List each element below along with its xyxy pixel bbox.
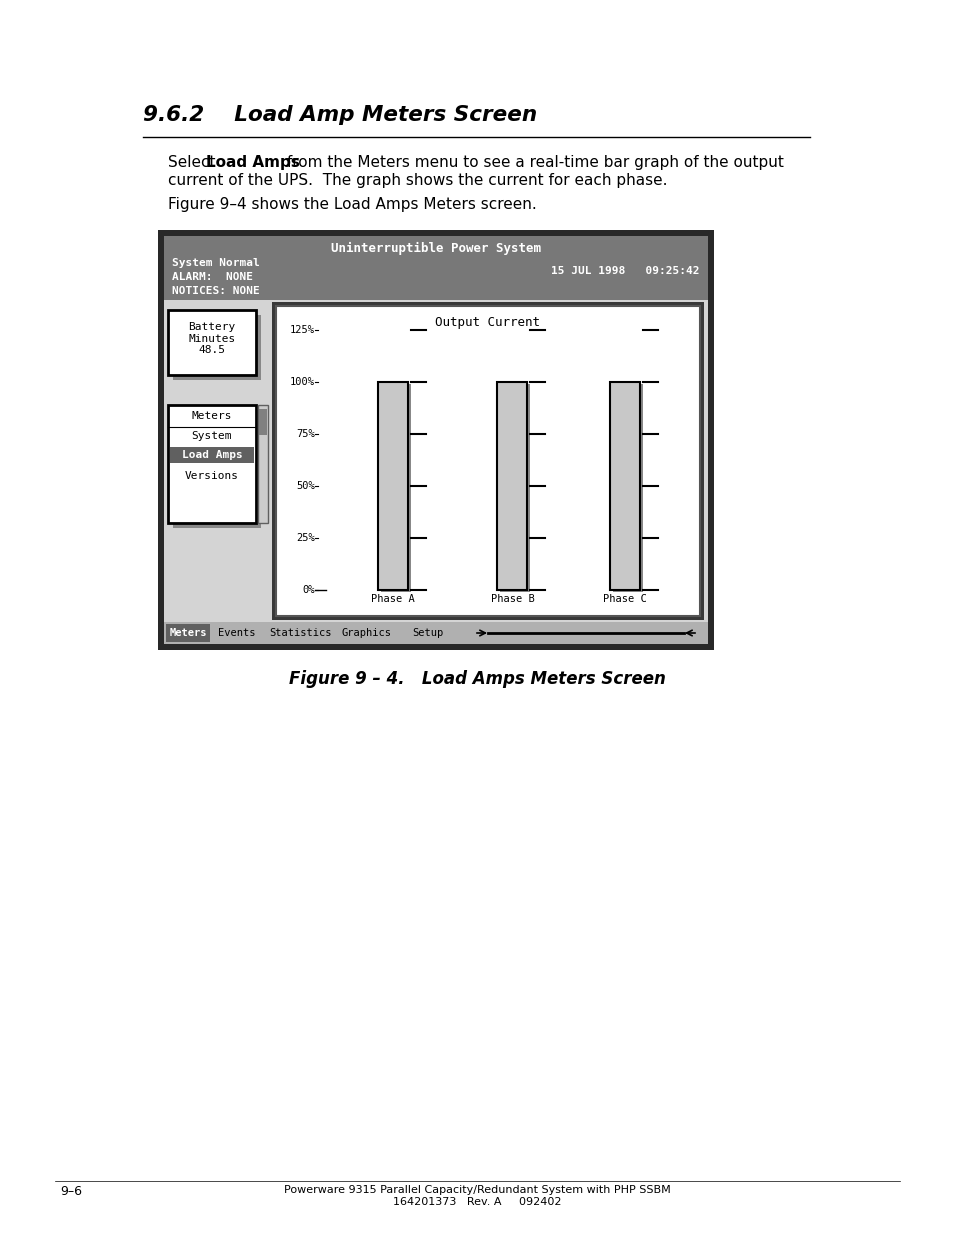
Bar	[164, 236, 707, 643]
Text: Phase B: Phase B	[490, 594, 534, 604]
Bar	[377, 382, 407, 590]
Bar	[258, 409, 267, 435]
Text: Setup: Setup	[412, 629, 443, 638]
Text: 125%: 125%	[290, 325, 314, 335]
Bar	[500, 384, 530, 592]
Text: 25%: 25%	[296, 534, 314, 543]
Bar	[172, 315, 261, 380]
Bar	[609, 382, 639, 590]
Text: Figure 9 – 4.   Load Amps Meters Screen: Figure 9 – 4. Load Amps Meters Screen	[288, 671, 665, 688]
Text: 0%: 0%	[302, 585, 314, 595]
Bar	[168, 310, 255, 375]
Text: Meters: Meters	[192, 411, 232, 421]
Text: current of the UPS.  The graph shows the current for each phase.: current of the UPS. The graph shows the …	[168, 173, 667, 188]
Bar	[164, 236, 707, 300]
Text: ALARM:  NONE: ALARM: NONE	[172, 272, 253, 282]
Text: NOTICES: NONE: NOTICES: NONE	[172, 287, 259, 296]
Bar	[275, 306, 700, 616]
Text: Phase A: Phase A	[371, 594, 415, 604]
Text: Phase C: Phase C	[602, 594, 646, 604]
Text: 9–6: 9–6	[60, 1186, 82, 1198]
Text: 15 JUL 1998   09:25:42: 15 JUL 1998 09:25:42	[551, 266, 700, 275]
Text: Versions: Versions	[185, 471, 239, 480]
Text: Events: Events	[218, 629, 255, 638]
Text: Load Amps: Load Amps	[206, 156, 299, 170]
Bar	[275, 306, 700, 616]
Bar	[170, 447, 253, 463]
Text: Uninterruptible Power System: Uninterruptible Power System	[331, 242, 540, 256]
Text: Graphics: Graphics	[341, 629, 392, 638]
Bar	[612, 384, 642, 592]
Text: Select: Select	[168, 156, 220, 170]
Text: Figure 9–4 shows the Load Amps Meters screen.: Figure 9–4 shows the Load Amps Meters sc…	[168, 198, 537, 212]
Text: Load Amps: Load Amps	[181, 450, 242, 459]
Bar	[164, 622, 707, 643]
Bar	[172, 410, 261, 529]
Bar	[257, 405, 268, 522]
Text: System: System	[192, 431, 232, 441]
Bar	[272, 303, 703, 620]
Text: Meters: Meters	[169, 629, 207, 638]
Text: Statistics: Statistics	[269, 629, 331, 638]
Bar	[166, 624, 210, 642]
Text: Output Current: Output Current	[435, 316, 540, 329]
Text: from the Meters menu to see a real-time bar graph of the output: from the Meters menu to see a real-time …	[282, 156, 783, 170]
Bar	[380, 384, 411, 592]
Text: 100%: 100%	[290, 377, 314, 387]
Text: System Normal: System Normal	[172, 258, 259, 268]
Bar	[158, 230, 713, 650]
Text: 50%: 50%	[296, 480, 314, 492]
Text: 75%: 75%	[296, 429, 314, 438]
Text: Powerware 9315 Parallel Capacity/Redundant System with PHP SSBM
164201373   Rev.: Powerware 9315 Parallel Capacity/Redunda…	[283, 1186, 670, 1207]
Bar	[497, 382, 527, 590]
Text: 9.6.2    Load Amp Meters Screen: 9.6.2 Load Amp Meters Screen	[143, 105, 537, 125]
Bar	[168, 405, 255, 522]
Text: Battery
Minutes
48.5: Battery Minutes 48.5	[188, 322, 235, 356]
